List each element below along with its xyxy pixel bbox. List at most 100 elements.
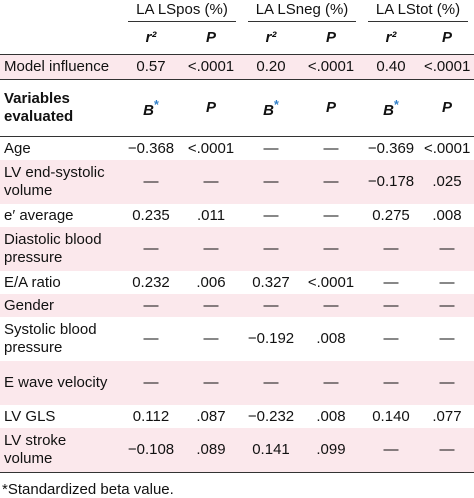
cell: — [122, 361, 180, 405]
column-header: P [420, 79, 474, 137]
group-header: LA LSpos (%) [122, 0, 242, 22]
cell: — [242, 361, 300, 405]
row-label: LV GLS [4, 407, 56, 425]
column-header: B* [242, 79, 300, 137]
cell: — [383, 330, 399, 347]
group-header-text: LA LSneg (%) [248, 1, 356, 22]
data-row: e′ average 0.235 .011 — — 0.275 .008 [0, 204, 474, 227]
cell: — [420, 361, 474, 405]
cell: −0.108 [122, 428, 180, 473]
footnote-marker: * [153, 98, 159, 112]
row-label: Diastolic blood pressure [0, 227, 122, 271]
cell: — [300, 227, 362, 271]
cell: — [300, 294, 362, 317]
cell: — [242, 160, 300, 204]
variables-header-row: Variables evaluated B* P B* P B* P [0, 79, 474, 137]
subheader: r² [362, 22, 420, 55]
cell: <.0001 [180, 54, 242, 80]
cell: −0.232 [247, 407, 295, 425]
row-label: LV stroke volume [0, 428, 122, 473]
column-header: B* [362, 79, 420, 137]
cell: <.0001 [420, 54, 474, 80]
column-header-text: P [205, 99, 216, 116]
cell: — [242, 227, 300, 271]
row-label: Gender [0, 294, 122, 317]
cell: — [263, 206, 279, 224]
cell: — [242, 294, 300, 317]
cell: 0.327 [252, 273, 290, 291]
cell: 0.235 [132, 206, 170, 224]
row-label: LV end-systolic volume [0, 160, 122, 204]
footnote-marker: * [393, 98, 399, 112]
cell: — [180, 227, 242, 271]
cell: .025 [420, 160, 474, 204]
cell: — [420, 227, 474, 271]
row-label: Age [4, 139, 31, 157]
group-header-row: LA LSpos (%) LA LSneg (%) LA LStot (%) [0, 0, 474, 22]
cell: — [439, 273, 455, 291]
row-label: E wave velocity [0, 361, 122, 405]
cell: 0.40 [362, 54, 420, 80]
cell: −0.192 [247, 330, 295, 347]
row-label: Model influence [0, 54, 122, 80]
cell: — [122, 227, 180, 271]
cell: — [362, 361, 420, 405]
cell: 0.232 [132, 273, 170, 291]
subheader: r² [242, 22, 300, 55]
cell: .011 [196, 206, 226, 224]
cell: — [180, 361, 242, 405]
cell: — [143, 330, 159, 347]
group-header: LA LStot (%) [362, 0, 474, 22]
subheader: P [300, 22, 362, 55]
cell: — [362, 428, 420, 473]
table-body: Model influence 0.57 <.0001 0.20 <.0001 0.40 <… [0, 54, 474, 473]
row-label: e′ average [4, 206, 74, 224]
cell: .099 [300, 428, 362, 473]
cell: 0.57 [122, 54, 180, 80]
data-row: Age −0.368 <.0001 — — −0.369 <.0001 [0, 137, 474, 161]
cell: 0.140 [372, 407, 410, 425]
cell: — [122, 294, 180, 317]
cell: .089 [180, 428, 242, 473]
column-header-text: P [441, 99, 452, 116]
empty-cell [0, 0, 122, 22]
column-header: B* [122, 79, 180, 137]
cell: — [300, 361, 362, 405]
data-row: Diastolic blood pressure — — — — — — [0, 227, 474, 271]
cell: — [180, 160, 242, 204]
group-header: LA LSneg (%) [242, 0, 362, 22]
cell: — [300, 160, 362, 204]
cell: <.0001 [300, 54, 362, 80]
cell: .008 [316, 330, 346, 347]
cell: — [439, 330, 455, 347]
cell: <.0001 [187, 139, 235, 157]
footnote-marker: * [273, 98, 279, 112]
cell: .077 [432, 407, 462, 425]
cell: −0.368 [127, 139, 175, 157]
column-header-text: B [143, 102, 154, 119]
cell: .087 [196, 407, 226, 425]
cell: 0.275 [372, 206, 410, 224]
cell: .006 [196, 273, 226, 291]
cell: — [180, 294, 242, 317]
row-label: Systolic blood pressure [4, 321, 97, 356]
cell: — [263, 139, 279, 157]
group-header-text: LA LStot (%) [368, 1, 468, 22]
footnote: *Standardized beta value. [2, 481, 174, 498]
subheader: r² [122, 22, 180, 55]
data-row: LV stroke volume −0.108.089 0.141.099— — [0, 428, 474, 473]
cell: 0.141 [242, 428, 300, 473]
cell: — [420, 294, 474, 317]
cell: — [383, 273, 399, 291]
cell: <.0001 [307, 273, 355, 291]
data-row: LV end-systolic volume — — — — −0.178.025 [0, 160, 474, 204]
cell: — [323, 139, 339, 157]
model-row: Model influence 0.57 <.0001 0.20 <.0001 0.40 <… [0, 54, 474, 80]
cell: <.0001 [424, 139, 471, 157]
cell: — [362, 294, 420, 317]
cell: .008 [432, 206, 462, 224]
data-row: E/A ratio 0.232 .006 0.327 <.0001 — — [0, 271, 474, 294]
